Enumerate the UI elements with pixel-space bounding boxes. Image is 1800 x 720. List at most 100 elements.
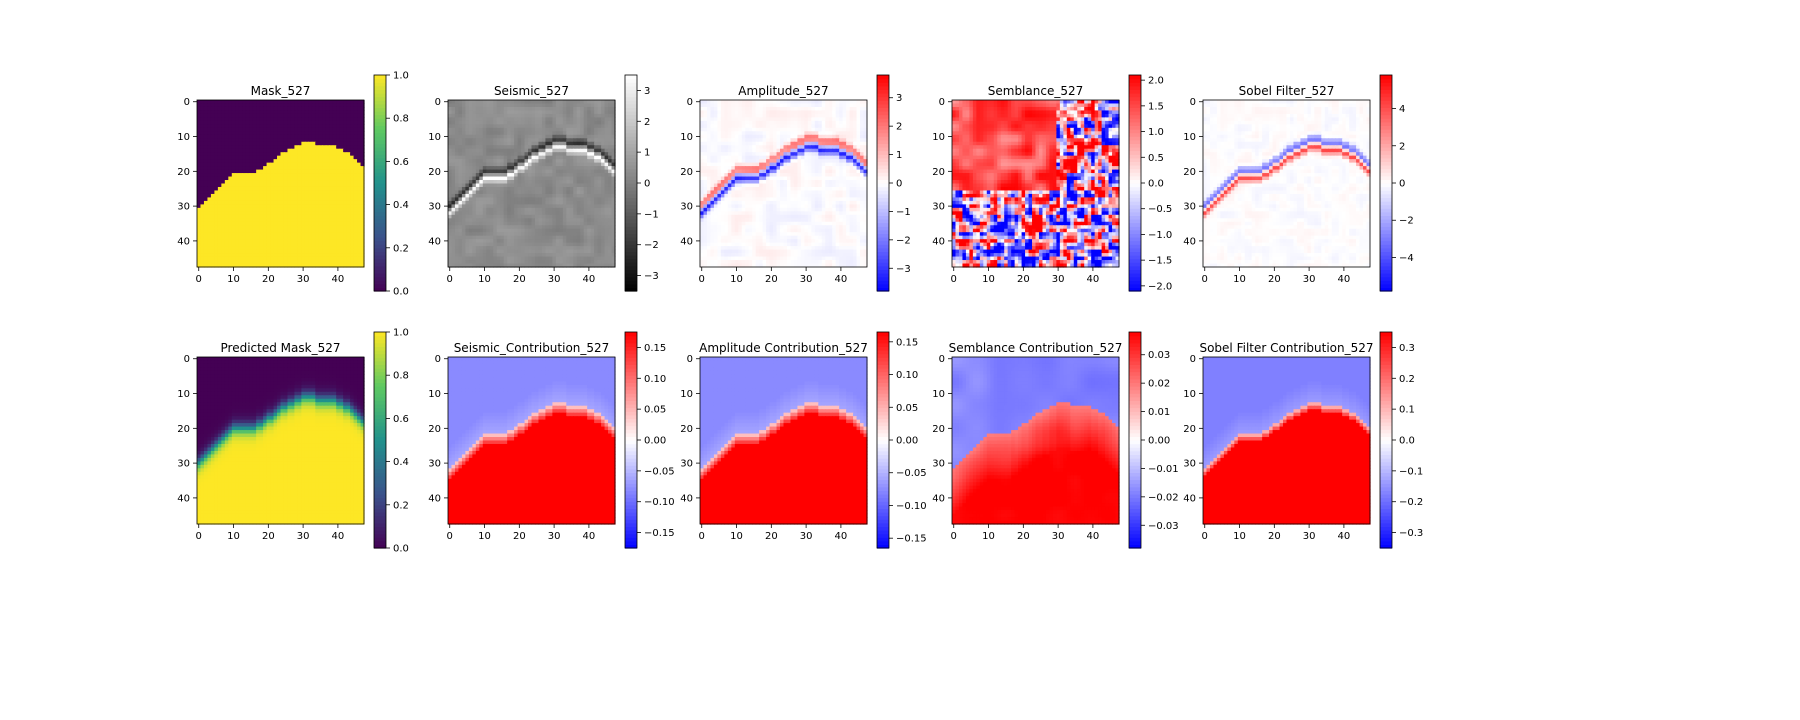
heatmap-cell xyxy=(294,194,298,198)
heatmap-cell xyxy=(291,236,295,240)
heatmap-cell xyxy=(601,110,605,114)
heatmap-cell xyxy=(232,204,236,208)
heatmap-cell xyxy=(270,184,274,188)
heatmap-cell xyxy=(493,152,497,156)
heatmap-cell xyxy=(601,166,605,170)
heatmap-cell xyxy=(298,215,302,219)
heatmap-cell xyxy=(556,211,560,215)
heatmap-cell xyxy=(225,190,229,194)
heatmap-cell xyxy=(703,100,707,104)
heatmap-cell xyxy=(305,163,309,167)
heatmap-cell xyxy=(277,215,281,219)
heatmap-cell xyxy=(207,218,211,222)
heatmap-cell xyxy=(249,229,253,233)
heatmap-cell xyxy=(270,225,274,229)
heatmap-cell xyxy=(200,145,204,149)
heatmap-cell xyxy=(312,180,316,184)
heatmap-cell xyxy=(284,135,288,139)
heatmap-cell xyxy=(580,142,584,146)
heatmap-cell xyxy=(458,204,462,208)
heatmap-cell xyxy=(490,211,494,215)
heatmap-cell xyxy=(214,117,218,121)
heatmap-cell xyxy=(521,163,525,167)
heatmap-cell xyxy=(197,177,201,181)
heatmap-cell xyxy=(277,142,281,146)
heatmap-cell xyxy=(326,177,330,181)
heatmap-cell xyxy=(448,142,452,146)
heatmap-cell xyxy=(239,117,243,121)
heatmap-cell xyxy=(469,243,473,247)
heatmap-cell xyxy=(214,107,218,111)
heatmap-cell xyxy=(455,204,459,208)
heatmap-cell xyxy=(542,170,546,174)
heatmap-cell xyxy=(843,107,847,111)
heatmap-cell xyxy=(350,124,354,128)
heatmap-cell xyxy=(260,236,264,240)
heatmap-cell xyxy=(260,260,264,264)
heatmap-cell xyxy=(580,103,584,107)
heatmap-cell xyxy=(284,246,288,250)
heatmap-cell xyxy=(308,260,312,264)
heatmap-cell xyxy=(343,187,347,191)
heatmap-cell xyxy=(225,152,229,156)
heatmap-cell xyxy=(804,103,808,107)
heatmap-cell xyxy=(249,173,253,177)
heatmap-cell xyxy=(228,131,232,135)
heatmap-cell xyxy=(343,177,347,181)
heatmap-cell xyxy=(458,173,462,177)
heatmap-cell xyxy=(465,250,469,254)
heatmap-cell xyxy=(253,225,257,229)
heatmap-cell xyxy=(354,156,358,160)
heatmap-cell xyxy=(343,215,347,219)
heatmap-cell xyxy=(493,142,497,146)
heatmap-cell xyxy=(577,103,581,107)
heatmap-cell xyxy=(221,250,225,254)
heatmap-cell xyxy=(291,250,295,254)
heatmap-cell xyxy=(451,211,455,215)
heatmap-cell xyxy=(735,110,739,114)
heatmap-cell xyxy=(535,201,539,205)
heatmap-cell xyxy=(587,145,591,149)
heatmap-cell xyxy=(455,180,459,184)
heatmap-cell xyxy=(532,163,536,167)
heatmap-cell xyxy=(340,250,344,254)
heatmap-cell xyxy=(532,156,536,160)
heatmap-cell xyxy=(350,236,354,240)
heatmap-cell xyxy=(246,138,250,142)
heatmap-cell xyxy=(479,243,483,247)
heatmap-cell xyxy=(556,204,560,208)
heatmap-cell xyxy=(504,239,508,243)
heatmap-cell xyxy=(214,246,218,250)
heatmap-cell xyxy=(714,110,718,114)
heatmap-cell xyxy=(559,218,563,222)
heatmap-cell xyxy=(455,128,459,132)
heatmap-cell xyxy=(329,173,333,177)
heatmap-cell xyxy=(486,107,490,111)
heatmap-cell xyxy=(493,128,497,132)
heatmap-cell xyxy=(594,131,598,135)
heatmap-cell xyxy=(246,131,250,135)
heatmap-cell xyxy=(724,100,728,104)
heatmap-cell xyxy=(528,173,532,177)
heatmap-cell xyxy=(211,222,215,226)
heatmap-cell xyxy=(472,253,476,257)
heatmap-cell xyxy=(232,131,236,135)
heatmap-cell xyxy=(490,135,494,139)
heatmap-cell xyxy=(329,103,333,107)
heatmap-cell xyxy=(584,149,588,153)
heatmap-cell xyxy=(312,107,316,111)
heatmap-cell xyxy=(552,163,556,167)
heatmap-cell xyxy=(790,103,794,107)
heatmap-cell xyxy=(319,114,323,118)
heatmap-cell xyxy=(532,211,536,215)
heatmap-cell xyxy=(343,114,347,118)
heatmap-cell xyxy=(587,156,591,160)
heatmap-cell xyxy=(225,121,229,125)
heatmap-cell xyxy=(253,156,257,160)
heatmap-cell xyxy=(298,229,302,233)
heatmap-cell xyxy=(333,152,337,156)
heatmap-cell xyxy=(735,107,739,111)
heatmap-cell xyxy=(336,190,340,194)
heatmap-cell xyxy=(857,103,861,107)
heatmap-cell xyxy=(284,138,288,142)
